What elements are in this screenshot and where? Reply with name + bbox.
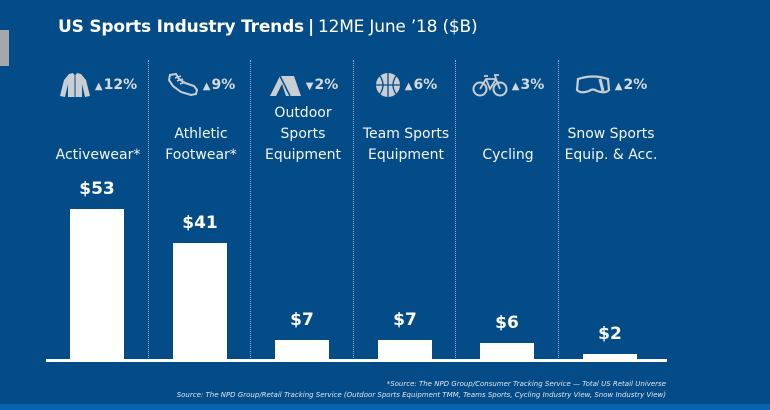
triangle-up-icon: ▲: [614, 81, 623, 92]
bar-value-label: $2: [598, 324, 622, 344]
change-indicator: ▲6%: [405, 77, 437, 93]
bar-value-label: $53: [79, 179, 115, 199]
change-indicator: ▲3%: [512, 77, 544, 93]
chart-title: US Sports Industry Trends | 12ME June ’18 …: [58, 17, 478, 37]
category-label: Athletic Footwear*: [150, 124, 252, 166]
change-percent: 2%: [314, 77, 339, 93]
change-percent: 3%: [520, 77, 545, 93]
category-label-line: Equipment: [265, 147, 341, 163]
tent-icon: [268, 72, 302, 98]
category-label-line: Activewear*: [55, 147, 141, 163]
title-sub: 12ME June ’18 ($B): [317, 17, 478, 37]
title-main: US Sports Industry Trends: [58, 17, 304, 37]
bicycle-icon: [472, 73, 508, 97]
triangle-up-icon: ▲: [202, 81, 211, 92]
bar-value-label: $7: [290, 310, 314, 330]
change-percent: 9%: [211, 77, 236, 93]
category-label-line: Cycling: [482, 147, 534, 163]
change-percent: 12%: [103, 77, 138, 93]
category-label-line: Equip. & Acc.: [564, 147, 658, 163]
category-label-line: Athletic: [174, 126, 228, 142]
category-label-line: Footwear*: [165, 147, 237, 163]
x-axis-baseline: [46, 359, 667, 362]
category-label-line: Sports: [280, 126, 326, 142]
bar: [173, 243, 227, 360]
bar: [275, 340, 329, 360]
triangle-up-icon: ▲: [94, 81, 103, 92]
category-label: Activewear*: [47, 145, 149, 166]
triangle-up-icon: ▲: [511, 81, 520, 92]
footnote-source-1: *Source: The NPD Group/Consumer Tracking…: [386, 380, 666, 388]
slide-edge-tab: [0, 30, 9, 66]
category-header: ▼2%: [252, 72, 354, 98]
column-divider: [148, 60, 149, 360]
category-header: ▲9%: [150, 72, 252, 98]
change-indicator: ▲9%: [203, 77, 235, 93]
triangle-down-icon: ▼: [305, 81, 314, 92]
change-indicator: ▲12%: [95, 77, 137, 93]
sneaker-icon: [167, 72, 199, 98]
basketball-icon: [375, 72, 401, 98]
category-label: Snow Sports Equip. & Acc.: [560, 124, 662, 166]
change-percent: 6%: [413, 77, 438, 93]
bar: [378, 340, 432, 360]
category-label: Outdoor Sports Equipment: [252, 103, 354, 166]
change-indicator: ▼2%: [306, 77, 338, 93]
column-divider: [353, 60, 354, 360]
bar: [583, 354, 637, 360]
category-header: ▲2%: [560, 72, 662, 98]
category-label-line: Snow Sports: [567, 126, 655, 142]
change-indicator: ▲2%: [615, 77, 647, 93]
category-label-line: Team Sports: [362, 126, 450, 142]
bar: [70, 209, 124, 360]
category-label-line: Equipment: [368, 147, 444, 163]
footnote-source-2: Source: The NPD Group/Retail Tracking Se…: [176, 391, 666, 399]
title-separator: |: [307, 17, 314, 37]
goggles-icon: [575, 73, 611, 97]
category-header: ▲6%: [355, 72, 457, 98]
category-header: ▲3%: [457, 72, 559, 98]
bar-value-label: $7: [393, 310, 417, 330]
bar: [480, 343, 534, 360]
category-label: Cycling: [457, 145, 559, 166]
category-label-line: Outdoor: [274, 105, 332, 121]
triangle-up-icon: ▲: [404, 81, 413, 92]
category-label: Team Sports Equipment: [355, 124, 457, 166]
jacket-icon: [59, 72, 91, 98]
change-percent: 2%: [623, 77, 648, 93]
bar-value-label: $41: [182, 213, 218, 233]
bottom-strip: [0, 404, 770, 410]
category-header: ▲12%: [47, 72, 149, 98]
column-divider: [558, 60, 559, 360]
bar-value-label: $6: [495, 313, 519, 333]
column-divider: [250, 60, 251, 360]
column-divider: [455, 60, 456, 360]
